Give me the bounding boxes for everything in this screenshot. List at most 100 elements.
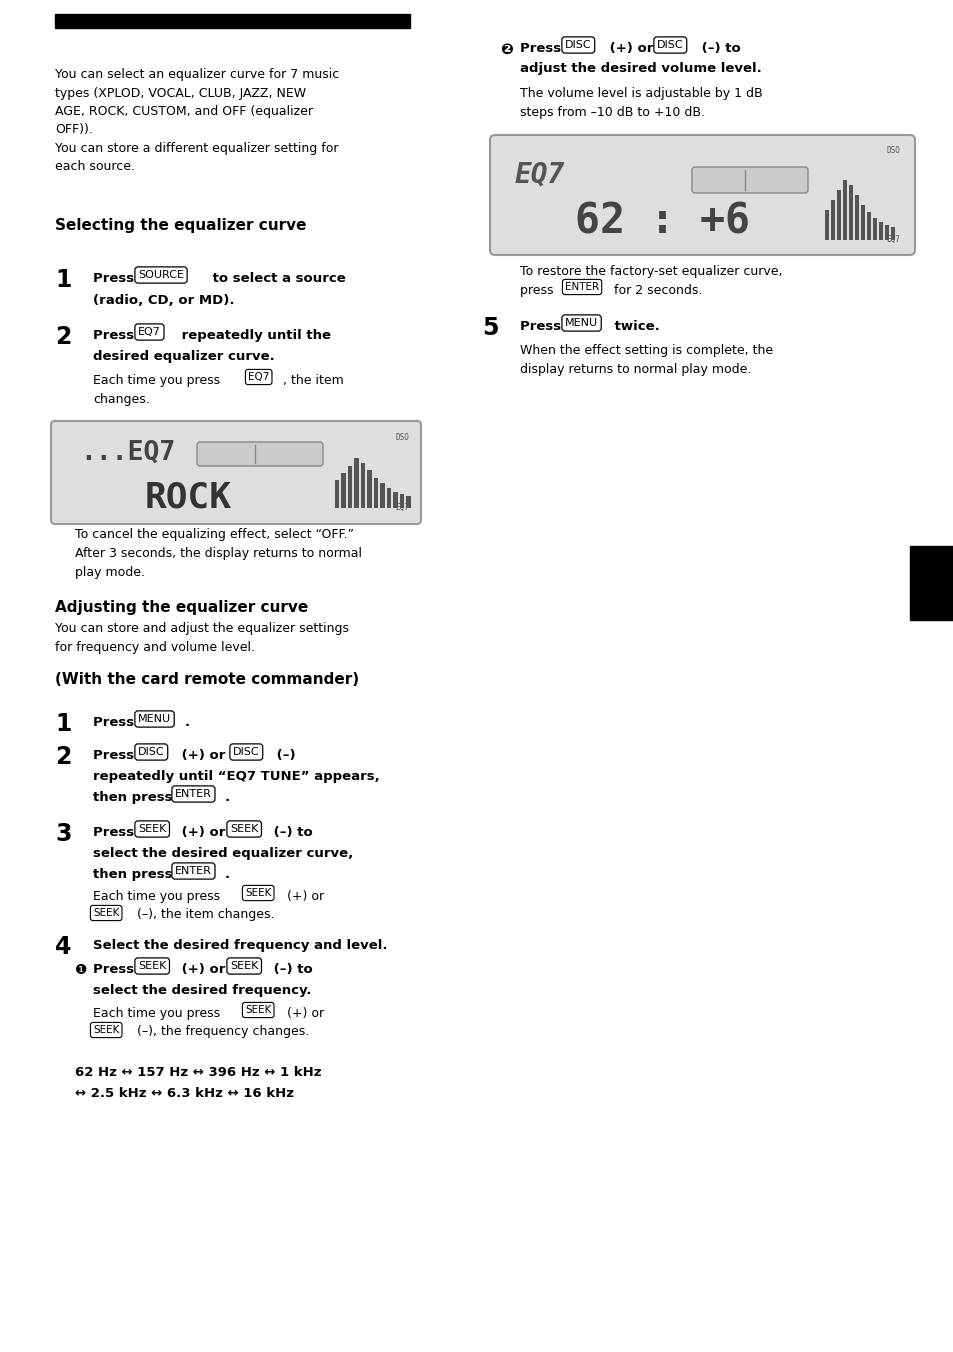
- Text: Adjusting the equalizer curve: Adjusting the equalizer curve: [55, 600, 308, 615]
- Text: SEEK: SEEK: [92, 909, 119, 918]
- Text: To restore the factory-set equalizer curve,: To restore the factory-set equalizer cur…: [519, 265, 781, 279]
- Text: SEEK: SEEK: [138, 961, 166, 971]
- Text: Each time you press: Each time you press: [92, 890, 224, 903]
- Text: SEEK: SEEK: [230, 823, 258, 834]
- Text: repeatedly until “EQ7 TUNE” appears,: repeatedly until “EQ7 TUNE” appears,: [92, 771, 379, 783]
- Text: display returns to normal play mode.: display returns to normal play mode.: [519, 362, 751, 376]
- Text: for 2 seconds.: for 2 seconds.: [609, 284, 701, 297]
- Text: twice.: twice.: [609, 320, 659, 333]
- Text: (–), the item changes.: (–), the item changes.: [132, 909, 274, 921]
- Text: Press: Press: [92, 717, 138, 729]
- Bar: [55, 14, 410, 28]
- Text: SEEK: SEEK: [245, 1005, 271, 1015]
- Text: .: .: [225, 791, 230, 804]
- Text: EQ7: EQ7: [395, 503, 409, 512]
- Text: After 3 seconds, the display returns to normal: After 3 seconds, the display returns to …: [75, 548, 361, 560]
- Text: You can select an equalizer curve for 7 music
types (XPLOD, VOCAL, CLUB, JAZZ, N: You can select an equalizer curve for 7 …: [55, 68, 339, 173]
- Text: Press: Press: [92, 826, 138, 840]
- Text: play mode.: play mode.: [75, 566, 145, 579]
- Text: Press: Press: [92, 749, 138, 763]
- Bar: [380, 483, 385, 508]
- Bar: [367, 470, 372, 508]
- Text: DISC: DISC: [657, 41, 683, 50]
- Text: EQ7: EQ7: [138, 327, 161, 337]
- Text: 1: 1: [55, 713, 71, 735]
- Text: 62 : +6: 62 : +6: [575, 200, 749, 242]
- Text: Press: Press: [92, 272, 138, 285]
- Text: (+) or: (+) or: [283, 890, 324, 903]
- Bar: [866, 212, 871, 241]
- Text: Each time you press: Each time you press: [92, 375, 224, 387]
- Text: DISC: DISC: [233, 748, 259, 757]
- Text: Press: Press: [92, 963, 138, 976]
- Text: (+) or: (+) or: [177, 963, 230, 976]
- Text: (–) to: (–) to: [697, 42, 740, 55]
- Text: 5: 5: [481, 316, 498, 339]
- Text: Press: Press: [92, 329, 138, 342]
- Text: for frequency and volume level.: for frequency and volume level.: [55, 641, 254, 654]
- Bar: [341, 473, 346, 508]
- Text: desired equalizer curve.: desired equalizer curve.: [92, 350, 274, 362]
- Text: , the item: , the item: [283, 375, 343, 387]
- Text: then press: then press: [92, 791, 177, 804]
- FancyBboxPatch shape: [490, 135, 914, 256]
- Text: 2: 2: [55, 745, 71, 769]
- Bar: [406, 496, 411, 508]
- Bar: [393, 492, 397, 508]
- Text: (+) or: (+) or: [604, 42, 658, 55]
- Text: DSO: DSO: [885, 146, 899, 155]
- Text: SEEK: SEEK: [245, 888, 271, 898]
- Text: to select a source: to select a source: [208, 272, 345, 285]
- Bar: [374, 479, 378, 508]
- Text: SEEK: SEEK: [92, 1025, 119, 1036]
- Bar: [848, 185, 853, 241]
- Bar: [830, 200, 835, 241]
- Text: press: press: [519, 284, 557, 297]
- Text: changes.: changes.: [92, 393, 150, 406]
- Text: ❶: ❶: [75, 963, 88, 977]
- FancyBboxPatch shape: [691, 168, 807, 193]
- Text: ENTER: ENTER: [174, 790, 212, 799]
- Bar: [890, 227, 895, 241]
- Bar: [348, 466, 352, 508]
- Bar: [909, 546, 953, 621]
- Bar: [335, 480, 339, 508]
- Bar: [854, 195, 859, 241]
- Text: .: .: [225, 868, 230, 882]
- Text: SEEK: SEEK: [230, 961, 258, 971]
- Text: ↔ 2.5 kHz ↔ 6.3 kHz ↔ 16 kHz: ↔ 2.5 kHz ↔ 6.3 kHz ↔ 16 kHz: [75, 1087, 294, 1101]
- Text: You can store and adjust the equalizer settings: You can store and adjust the equalizer s…: [55, 622, 349, 635]
- Text: ENTER: ENTER: [174, 867, 212, 876]
- Text: then press: then press: [92, 868, 177, 882]
- Bar: [387, 488, 391, 508]
- Text: (–), the frequency changes.: (–), the frequency changes.: [132, 1025, 309, 1038]
- Text: DISC: DISC: [138, 748, 165, 757]
- Text: Each time you press: Each time you press: [92, 1007, 224, 1019]
- Text: 2: 2: [55, 324, 71, 349]
- Text: (With the card remote commander): (With the card remote commander): [55, 672, 358, 687]
- Text: DSO: DSO: [395, 433, 409, 442]
- Text: EQ7: EQ7: [248, 372, 269, 383]
- Bar: [872, 218, 877, 241]
- Text: Press: Press: [519, 320, 565, 333]
- Text: EQ7: EQ7: [885, 235, 899, 243]
- Text: 62 Hz ↔ 157 Hz ↔ 396 Hz ↔ 1 kHz: 62 Hz ↔ 157 Hz ↔ 396 Hz ↔ 1 kHz: [75, 1065, 321, 1079]
- Bar: [399, 493, 404, 508]
- Text: 4: 4: [55, 936, 71, 959]
- Text: (+) or: (+) or: [177, 826, 230, 840]
- Text: MENU: MENU: [564, 318, 598, 329]
- FancyBboxPatch shape: [51, 420, 420, 525]
- Bar: [878, 222, 882, 241]
- Text: ENTER: ENTER: [564, 283, 598, 292]
- Text: (–) to: (–) to: [269, 963, 313, 976]
- Text: Selecting the equalizer curve: Selecting the equalizer curve: [55, 218, 306, 233]
- Text: adjust the desired volume level.: adjust the desired volume level.: [519, 62, 760, 74]
- Text: 3: 3: [55, 822, 71, 846]
- Text: (+) or: (+) or: [283, 1007, 324, 1019]
- Bar: [884, 224, 888, 241]
- Text: select the desired frequency.: select the desired frequency.: [92, 984, 312, 996]
- Text: (–) to: (–) to: [269, 826, 313, 840]
- Text: Select the desired frequency and level.: Select the desired frequency and level.: [92, 940, 387, 952]
- Text: MENU: MENU: [138, 714, 171, 725]
- Text: (–): (–): [272, 749, 295, 763]
